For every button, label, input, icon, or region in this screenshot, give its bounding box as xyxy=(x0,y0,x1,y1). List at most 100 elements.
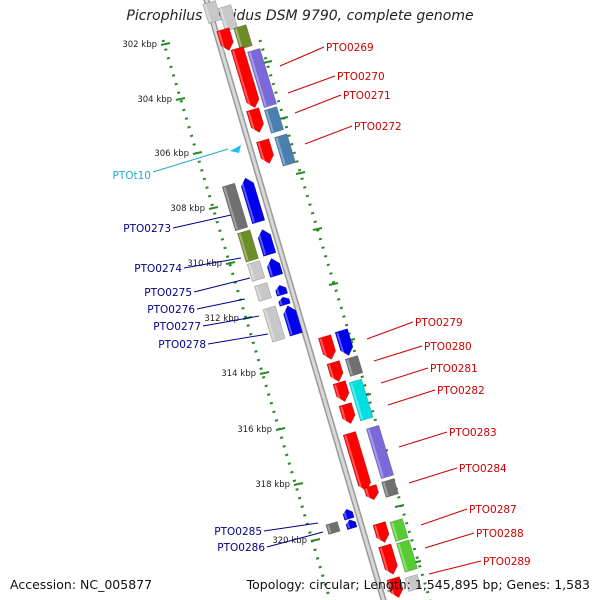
label-line-pto0271 xyxy=(294,94,342,114)
scale-tick-right xyxy=(295,171,306,175)
gene-pto0288-red-shape xyxy=(378,543,398,575)
label-line-pto0277 xyxy=(202,315,260,327)
gene-pto0287-green xyxy=(389,518,409,542)
gene-pto0284-red-shape xyxy=(363,484,379,501)
gene-pto0284-gray-shape xyxy=(381,478,399,498)
scale-tick xyxy=(192,151,203,155)
gene-pto0281-cyan-shape xyxy=(348,378,374,422)
gene-pto0274-blue xyxy=(257,229,277,257)
gene-pto0269-red xyxy=(216,27,234,52)
trna-pto-t10-mark xyxy=(230,145,241,153)
gene-pto0277-blue xyxy=(278,296,291,307)
label-line-pto0270 xyxy=(287,75,336,94)
gene-pto0280-red xyxy=(326,360,344,383)
label-pto0281: PTO0281 xyxy=(430,363,478,375)
label-pto0282: PTO0282 xyxy=(437,385,485,397)
scale-tick xyxy=(275,427,286,431)
gene-pto0287-red-shine xyxy=(374,525,382,544)
gene-pto0288-green-shape xyxy=(396,539,418,573)
gene-pto0272-blue-shape xyxy=(274,133,296,167)
gene-pto0269-olive-shape xyxy=(233,24,253,50)
backbone-line xyxy=(204,0,386,600)
label-line-pto0288 xyxy=(424,532,475,549)
scale-tick-label: 318 kbp xyxy=(255,480,290,490)
gene-pto0269-red-shape xyxy=(216,27,234,51)
gene-pto0288-red-shine xyxy=(379,547,390,575)
gene-pto0278-gray-shape xyxy=(262,305,286,343)
gene-pto0287-red xyxy=(372,521,390,544)
gene-pto0284-red xyxy=(363,484,379,501)
gene-pto0286-gray-shape xyxy=(325,521,341,535)
gene-pto0282-red-shape xyxy=(338,402,356,425)
label-layer: PTO0269 PTO0270 PTO0271 PTO0272 PTO0279 PTO02… xyxy=(113,42,531,575)
gene-pto0275-blue xyxy=(266,257,284,278)
label-line-pto0284 xyxy=(408,467,458,484)
gene-pto0285-blue-shine xyxy=(343,510,348,519)
gene-pto0285-blue xyxy=(342,508,355,521)
gene-pto0283-purple-shine xyxy=(367,429,384,478)
gene-pto0270-red-shine xyxy=(232,50,252,109)
label-pto0274: PTO0274 xyxy=(134,263,182,275)
gene-pto0287-green-shine xyxy=(391,522,399,541)
gene-pto0281-red xyxy=(332,380,350,403)
gene-pto0271-red xyxy=(245,107,264,134)
gene-pto0269-olive-shine xyxy=(234,28,243,49)
gene-pto0279-blue xyxy=(334,328,354,357)
gene-pto0276-gray-shape xyxy=(254,282,272,302)
label-line-pto0286 xyxy=(266,531,324,548)
gene-pto0273-blue xyxy=(240,177,266,225)
label-pto0283: PTO0283 xyxy=(449,427,497,439)
label-line-pto0276 xyxy=(196,298,246,310)
gene-pto0280-red-shape xyxy=(326,360,344,383)
label-line-pto0273 xyxy=(172,214,232,229)
gene-pto0288-green-shine xyxy=(397,543,408,571)
label-line-pto0289 xyxy=(428,560,482,575)
gene-pto0278-blue xyxy=(282,305,303,337)
label-line-pto0272 xyxy=(304,125,353,145)
scale-tick xyxy=(175,97,186,101)
gene-pto0277-blue-shape xyxy=(278,296,291,307)
label-line-pto0282 xyxy=(387,389,436,406)
gene-pto0280-gray xyxy=(344,355,364,377)
gene-pto0285-blue2-shine xyxy=(346,521,351,529)
scale-tick-label: 306 kbp xyxy=(154,149,189,159)
label-pto0279: PTO0279 xyxy=(415,317,463,329)
label-pto0272: PTO0272 xyxy=(354,121,402,133)
gene-pto0274-blue-shape xyxy=(257,229,277,257)
label-pto0277: PTO0277 xyxy=(153,321,201,333)
gene-pto0289-red-shine xyxy=(388,580,396,599)
gene-pto0285-blue2 xyxy=(345,519,358,531)
label-line-pto0287 xyxy=(420,508,468,526)
gene-pto0281-cyan-shine xyxy=(350,382,364,420)
gene-pto0288-red xyxy=(378,543,398,575)
gene-pto0269-olive xyxy=(233,24,253,50)
gene-pto0276-blue-shape xyxy=(275,284,289,297)
gene-pto0270-purple-shine xyxy=(248,52,267,107)
label-ptot10: PTOt10 xyxy=(113,170,152,182)
gene-top-gray-shape xyxy=(202,0,222,24)
gene-pto0270-red xyxy=(230,46,260,109)
gene-pto0273-gray-shape xyxy=(221,182,249,232)
gene-pto0289-gray-shine xyxy=(406,578,412,591)
gene-pto0279-blue-shape xyxy=(334,328,354,356)
label-pto0285: PTO0285 xyxy=(214,526,262,538)
gene-pto0276-blue-shine xyxy=(275,286,280,296)
gene-pto0283-red-shape xyxy=(342,431,372,492)
label-pto0280: PTO0280 xyxy=(424,341,472,353)
label-pto0278: PTO0278 xyxy=(158,339,206,351)
gene-pto0282-red xyxy=(338,402,356,425)
gene-pto0283-red xyxy=(342,431,372,492)
gene-pto0275-blue-shape xyxy=(266,257,284,278)
label-line-pto0279 xyxy=(366,321,414,340)
label-line-pto0283 xyxy=(398,431,448,448)
label-line-ptot10 xyxy=(152,148,229,173)
gene-pto0274-olive-shape xyxy=(237,229,259,263)
label-pto0270: PTO0270 xyxy=(337,71,385,83)
label-line-pto0278 xyxy=(207,333,269,345)
gene-pto0279-red-shape xyxy=(317,334,336,360)
gene-pto0284-gray xyxy=(381,478,399,498)
gene-pto0280-gray-shine xyxy=(346,359,353,376)
gene-pto0273-gray xyxy=(221,182,249,232)
gene-pto0270-red-shape xyxy=(230,46,260,109)
